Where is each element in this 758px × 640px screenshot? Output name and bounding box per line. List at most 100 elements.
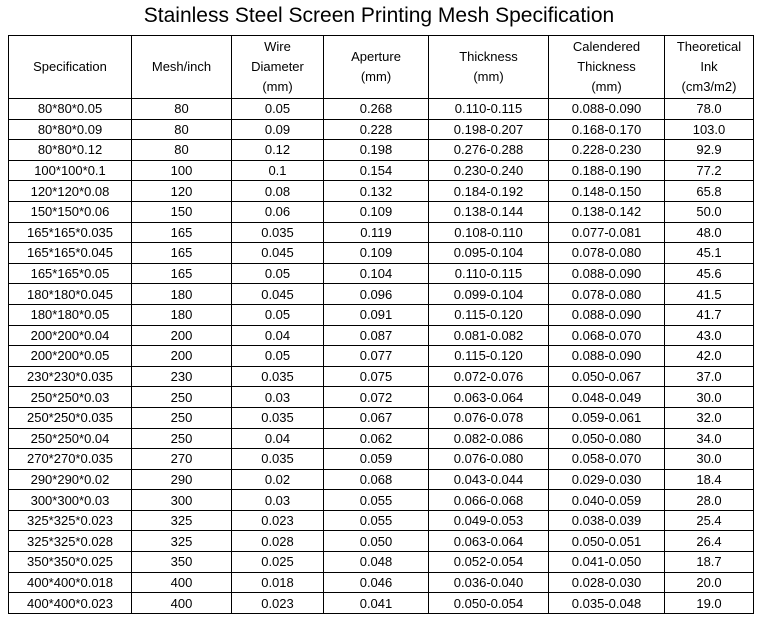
- cell-theoretical-ink: 30.0: [664, 448, 754, 470]
- cell-calendered-thickness: 0.040-0.059: [548, 489, 665, 511]
- cell-specification: 100*100*0.1: [8, 159, 132, 182]
- header-line: (mm): [591, 79, 622, 94]
- cell-mesh-per-inch: 350: [131, 551, 232, 573]
- header-line: Mesh/inch: [151, 59, 212, 74]
- cell-aperture: 0.119: [323, 221, 429, 244]
- cell-specification: 400*400*0.023: [8, 592, 132, 614]
- cell-calendered-thickness: 0.050-0.067: [548, 365, 665, 388]
- cell-theoretical-ink: 77.2: [664, 159, 754, 182]
- cell-aperture: 0.104: [323, 262, 429, 285]
- cell-mesh-per-inch: 400: [131, 571, 232, 594]
- cell-specification: 165*165*0.035: [8, 221, 132, 244]
- table-row: 80*80*0.05 80 0.05 0.268 0.110-0.115 0.088-0.…: [8, 98, 754, 120]
- table-row: 200*200*0.04 200 0.04 0.087 0.081-0.082 0.068…: [8, 324, 754, 347]
- cell-specification: 180*180*0.045: [8, 283, 132, 305]
- cell-calendered-thickness: 0.168-0.170: [548, 118, 665, 141]
- cell-calendered-thickness: 0.148-0.150: [548, 180, 665, 202]
- cell-aperture: 0.268: [323, 98, 429, 120]
- cell-specification: 230*230*0.035: [8, 365, 132, 388]
- cell-aperture: 0.046: [323, 571, 429, 594]
- cell-theoretical-ink: 92.9: [664, 139, 754, 161]
- table-row: 290*290*0.02 290 0.02 0.068 0.043-0.044 0.029…: [8, 468, 754, 491]
- cell-wire-diameter: 0.09: [231, 118, 324, 141]
- cell-theoretical-ink: 34.0: [664, 427, 754, 450]
- cell-thickness: 0.043-0.044: [428, 468, 549, 491]
- cell-wire-diameter: 0.05: [231, 303, 324, 326]
- table-row: 100*100*0.1 100 0.1 0.154 0.230-0.240 0.188-0…: [8, 159, 754, 182]
- cell-calendered-thickness: 0.088-0.090: [548, 262, 665, 285]
- cell-calendered-thickness: 0.059-0.061: [548, 406, 665, 429]
- cell-aperture: 0.096: [323, 283, 429, 305]
- page-title: Stainless Steel Screen Printing Mesh Spe…: [143, 4, 615, 27]
- cell-calendered-thickness: 0.028-0.030: [548, 571, 665, 594]
- cell-theoretical-ink: 18.7: [664, 551, 754, 573]
- cell-wire-diameter: 0.023: [231, 592, 324, 614]
- cell-aperture: 0.072: [323, 386, 429, 408]
- cell-specification: 80*80*0.09: [8, 118, 132, 141]
- header-line: (cm3/m2): [681, 79, 737, 94]
- cell-thickness: 0.063-0.064: [428, 386, 549, 408]
- cell-calendered-thickness: 0.188-0.190: [548, 159, 665, 182]
- cell-theoretical-ink: 65.8: [664, 180, 754, 202]
- table-row: 350*350*0.025 350 0.025 0.048 0.052-0.054 0.0…: [8, 551, 754, 573]
- cell-mesh-per-inch: 250: [131, 406, 232, 429]
- header-line: Aperture: [351, 49, 401, 64]
- cell-thickness: 0.036-0.040: [428, 571, 549, 594]
- cell-specification: 290*290*0.02: [8, 468, 132, 491]
- table-row: 120*120*0.08 120 0.08 0.132 0.184-0.192 0.148…: [8, 180, 754, 202]
- cell-theoretical-ink: 45.1: [664, 242, 754, 264]
- cell-mesh-per-inch: 325: [131, 530, 232, 553]
- cell-specification: 250*250*0.035: [8, 406, 132, 429]
- table-row: 325*325*0.023 325 0.023 0.055 0.049-0.053 0.0…: [8, 509, 754, 532]
- cell-aperture: 0.091: [323, 303, 429, 326]
- cell-aperture: 0.154: [323, 159, 429, 182]
- cell-wire-diameter: 0.02: [231, 468, 324, 491]
- cell-thickness: 0.138-0.144: [428, 200, 549, 223]
- cell-wire-diameter: 0.045: [231, 242, 324, 264]
- header-specification: Specification: [8, 35, 132, 99]
- cell-calendered-thickness: 0.048-0.049: [548, 386, 665, 408]
- cell-wire-diameter: 0.06: [231, 200, 324, 223]
- cell-thickness: 0.081-0.082: [428, 324, 549, 347]
- table-row: 300*300*0.03 300 0.03 0.055 0.066-0.068 0.040…: [8, 489, 754, 511]
- cell-theoretical-ink: 103.0: [664, 118, 754, 141]
- cell-thickness: 0.108-0.110: [428, 221, 549, 244]
- cell-thickness: 0.198-0.207: [428, 118, 549, 141]
- cell-theoretical-ink: 43.0: [664, 324, 754, 347]
- cell-mesh-per-inch: 100: [131, 159, 232, 182]
- cell-thickness: 0.230-0.240: [428, 159, 549, 182]
- cell-aperture: 0.055: [323, 489, 429, 511]
- cell-calendered-thickness: 0.078-0.080: [548, 242, 665, 264]
- header-line: Theoretical: [676, 39, 742, 54]
- cell-theoretical-ink: 41.7: [664, 303, 754, 326]
- cell-wire-diameter: 0.04: [231, 427, 324, 450]
- cell-thickness: 0.095-0.104: [428, 242, 549, 264]
- cell-calendered-thickness: 0.041-0.050: [548, 551, 665, 573]
- header-mesh-per-inch: Mesh/inch: [131, 35, 232, 99]
- cell-aperture: 0.041: [323, 592, 429, 614]
- cell-mesh-per-inch: 290: [131, 468, 232, 491]
- cell-mesh-per-inch: 165: [131, 262, 232, 285]
- cell-theoretical-ink: 32.0: [664, 406, 754, 429]
- cell-mesh-per-inch: 150: [131, 200, 232, 223]
- cell-mesh-per-inch: 400: [131, 592, 232, 614]
- cell-theoretical-ink: 48.0: [664, 221, 754, 244]
- cell-mesh-per-inch: 250: [131, 386, 232, 408]
- header-line: Thickness: [459, 49, 518, 64]
- table-row: 250*250*0.035 250 0.035 0.067 0.076-0.078 0.0…: [8, 406, 754, 429]
- cell-specification: 325*325*0.028: [8, 530, 132, 553]
- cell-theoretical-ink: 28.0: [664, 489, 754, 511]
- cell-wire-diameter: 0.05: [231, 262, 324, 285]
- cell-thickness: 0.110-0.115: [428, 98, 549, 120]
- cell-mesh-per-inch: 300: [131, 489, 232, 511]
- cell-specification: 120*120*0.08: [8, 180, 132, 202]
- cell-thickness: 0.115-0.120: [428, 345, 549, 367]
- cell-theoretical-ink: 20.0: [664, 571, 754, 594]
- cell-theoretical-ink: 30.0: [664, 386, 754, 408]
- header-row: Specification Mesh/inch Wire Diameter (mm) Ap…: [8, 35, 754, 99]
- header-line: Specification: [33, 59, 107, 74]
- cell-wire-diameter: 0.08: [231, 180, 324, 202]
- cell-wire-diameter: 0.018: [231, 571, 324, 594]
- cell-thickness: 0.050-0.054: [428, 592, 549, 614]
- cell-aperture: 0.198: [323, 139, 429, 161]
